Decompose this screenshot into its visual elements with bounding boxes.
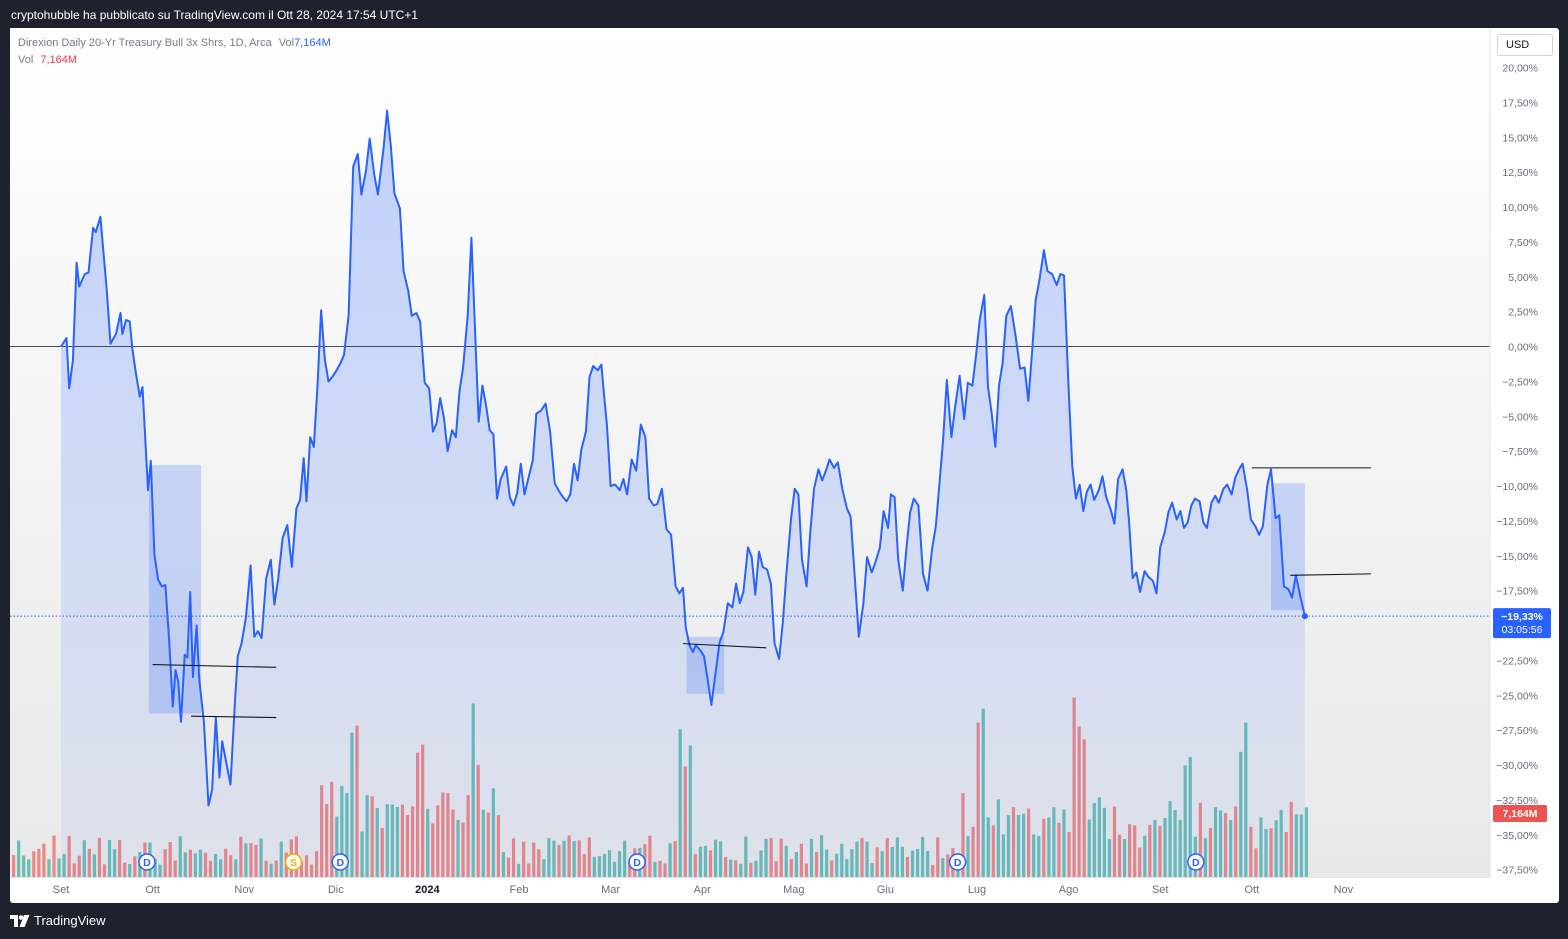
price-label-box (1493, 608, 1551, 639)
x-tick-label: Giu (877, 884, 894, 896)
publish-info: cryptohubble ha pubblicato su TradingVie… (11, 8, 419, 22)
x-tick-label: 2024 (415, 884, 440, 896)
volume-bar (1304, 807, 1308, 877)
event-marker-label: D (1192, 857, 1200, 869)
tradingview-icon (10, 914, 30, 927)
tradingview-brand: TradingView (34, 913, 106, 928)
y-tick-label: −15,00% (1496, 551, 1538, 563)
x-tick-label: Set (53, 884, 70, 896)
y-tick-label: −35,00% (1496, 830, 1538, 842)
y-tick-label: −5,00% (1502, 411, 1538, 423)
event-marker-label: D (954, 857, 962, 869)
trend-line-0[interactable] (152, 664, 277, 668)
legend-volume-value: 7,164M (40, 54, 78, 66)
y-tick-label: −32,50% (1496, 795, 1538, 807)
trend-line-4[interactable] (1290, 573, 1371, 576)
legend-vol-value: 7,164M (294, 37, 331, 49)
y-tick-label: −25,00% (1496, 690, 1538, 702)
x-tick-label: Ott (145, 884, 160, 896)
volume-label-value: 7,164M (1502, 808, 1537, 820)
price-line[interactable] (60, 109, 1306, 807)
y-tick-label: −22,50% (1496, 655, 1538, 667)
x-tick-label: Lug (968, 884, 986, 896)
event-marker-label: D (143, 857, 151, 869)
event-marker-icon[interactable] (138, 853, 156, 871)
y-tick-label: −10,00% (1496, 481, 1538, 493)
y-tick-label: −30,00% (1496, 760, 1538, 772)
x-tick-label: Apr (694, 884, 711, 896)
trend-line-1[interactable] (191, 715, 277, 719)
volume-bar (57, 858, 61, 877)
x-tick-label: Nov (1334, 884, 1354, 896)
volume-bar (42, 843, 46, 877)
currency-button[interactable]: USD (1497, 34, 1553, 56)
x-tick-label: Mar (601, 884, 620, 896)
legend-vol-label: Vol (278, 37, 295, 49)
volume-bar (37, 848, 41, 877)
y-tick-label: −7,50% (1502, 446, 1538, 458)
volume-bar (52, 835, 56, 877)
y-tick-label: 7,50% (1508, 237, 1538, 249)
x-tick-label: Nov (234, 884, 254, 896)
y-tick-label: 15,00% (1502, 132, 1538, 144)
y-tick-label: 5,00% (1508, 272, 1538, 284)
last-price-dot (1301, 613, 1308, 620)
volume-bar (12, 855, 16, 877)
y-tick-label: 0,00% (1508, 342, 1538, 354)
bottom-bar (0, 903, 1568, 939)
legend-volume-label: Vol (18, 54, 34, 66)
price-label-value: −19,33% (1501, 611, 1543, 623)
y-tick-label: 12,50% (1502, 167, 1538, 179)
y-tick-label: 17,50% (1502, 97, 1538, 109)
event-marker-label: S (290, 857, 297, 869)
volume-bar (22, 855, 26, 877)
event-marker-icon[interactable] (628, 853, 646, 871)
volume-bar (27, 859, 31, 877)
volume-bar (32, 851, 36, 877)
x-tick-label: Ago (1059, 884, 1079, 896)
y-tick-label: 20,00% (1502, 63, 1538, 75)
volume-bar (17, 840, 21, 877)
tradingview-logo[interactable]: TradingView (10, 913, 106, 928)
legend-symbol-row: Direxion Daily 20-Yr Treasury Bull 3x Sh… (18, 35, 331, 52)
y-tick-label: −2,50% (1502, 376, 1538, 388)
event-marker-icon[interactable] (948, 853, 967, 871)
top-bar: cryptohubble ha pubblicato su TradingVie… (0, 0, 1568, 28)
x-tick-label: Mag (783, 884, 804, 896)
price-label-countdown: 03:05:56 (1502, 624, 1543, 636)
y-tick-label: 10,00% (1502, 202, 1538, 214)
y-tick-label: −27,50% (1496, 725, 1538, 737)
y-tick-label: −37,50% (1496, 865, 1538, 877)
x-tick-label: Ott (1244, 884, 1259, 896)
y-tick-label: −17,50% (1496, 586, 1538, 598)
trend-line-2[interactable] (682, 643, 767, 649)
event-marker-icon[interactable] (1187, 853, 1205, 871)
volume-bar (47, 859, 51, 877)
y-tick-label: 2,50% (1508, 307, 1538, 319)
event-marker-icon[interactable] (331, 853, 350, 871)
y-tick-label: −12,50% (1496, 516, 1538, 528)
legend-volume-row: Vol 7,164M (18, 52, 331, 69)
price-area (61, 110, 1305, 878)
event-marker-label: D (633, 857, 641, 869)
event-marker-icon[interactable] (284, 853, 303, 871)
x-tick-label: Feb (510, 884, 529, 896)
x-tick-label: Dic (328, 884, 344, 896)
legend-symbol: Direxion Daily 20-Yr Treasury Bull 3x Sh… (18, 37, 272, 49)
volume-label-box (1493, 805, 1547, 822)
chart-legend: Direxion Daily 20-Yr Treasury Bull 3x Sh… (18, 35, 331, 69)
x-tick-label: Set (1152, 884, 1169, 896)
event-marker-label: D (336, 857, 344, 869)
